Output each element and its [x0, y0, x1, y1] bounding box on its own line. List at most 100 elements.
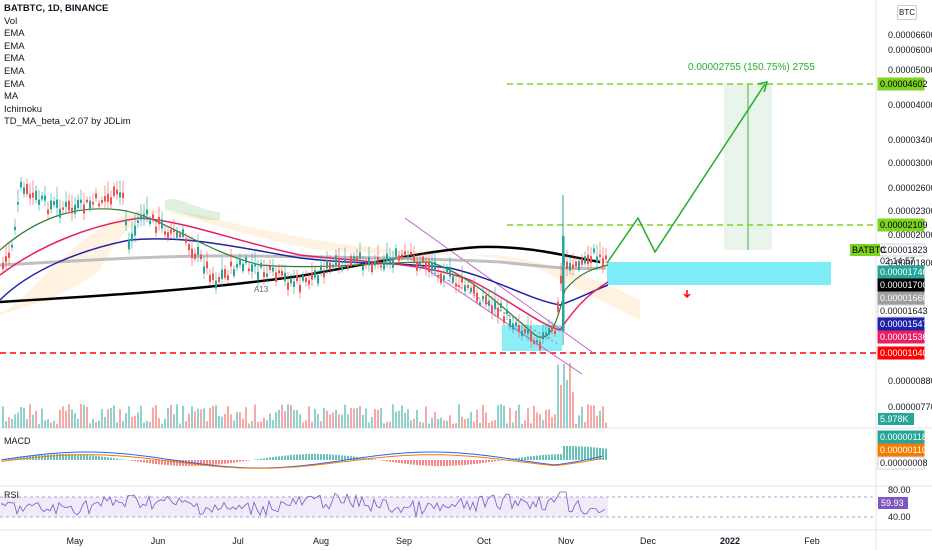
candle-body — [536, 340, 538, 343]
macd-histogram-bar — [485, 460, 487, 463]
candle-body — [209, 275, 211, 282]
candle-body — [131, 233, 133, 242]
macd-histogram-bar — [401, 460, 403, 464]
volume-bar — [437, 418, 439, 428]
volume-bar — [170, 404, 172, 428]
volume-bar — [215, 405, 217, 428]
candle-body — [353, 256, 355, 263]
volume-bar — [143, 422, 145, 428]
macd-histogram-bar — [392, 460, 394, 463]
candle-body — [575, 261, 577, 267]
macd-tag-label: 0.00000110 — [880, 445, 927, 455]
volume-bar — [5, 421, 7, 428]
price-tag — [877, 278, 925, 292]
macd-histogram-bar — [275, 456, 277, 460]
volume-bar — [149, 421, 151, 428]
legend-indicator[interactable]: EMA — [4, 53, 25, 65]
macd-histogram-bar — [545, 454, 547, 460]
candle-body — [530, 331, 532, 342]
candle-body — [368, 257, 370, 266]
price-tag — [877, 304, 925, 318]
macd-histogram-bar — [425, 460, 427, 466]
volume-bar — [8, 417, 10, 428]
macd-histogram-bar — [101, 456, 103, 460]
legend-indicator[interactable]: EMA — [4, 28, 25, 40]
macd-histogram-bar — [587, 446, 589, 460]
macd-histogram-bar — [119, 459, 121, 460]
volume-bar — [137, 412, 139, 428]
volume-bar — [401, 405, 403, 428]
volume-bar — [47, 419, 49, 428]
candle-body — [146, 209, 148, 215]
macd-histogram-bar — [419, 460, 421, 466]
legend-indicator[interactable]: EMA — [4, 40, 25, 52]
legend-indicator[interactable]: MA — [4, 91, 19, 103]
volume-bar — [131, 416, 133, 428]
macd-histogram-bar — [158, 460, 160, 465]
candle-body — [161, 219, 163, 229]
candle-body — [593, 248, 595, 253]
macd-histogram-bar — [281, 455, 283, 460]
rsi-pane-label[interactable]: RSI — [4, 490, 20, 500]
candle-body — [293, 281, 295, 288]
currency-button[interactable]: BTC — [897, 5, 917, 20]
macd-histogram-bar — [563, 446, 565, 460]
candle-body — [218, 277, 220, 283]
macd-histogram-bar — [443, 460, 445, 466]
macd-histogram-bar — [410, 460, 412, 465]
legend-indicator[interactable]: EMA — [4, 78, 25, 90]
macd-histogram-bar — [155, 460, 157, 465]
volume-bar — [335, 409, 337, 428]
macd-histogram-bar — [290, 455, 292, 460]
volume-bar — [200, 409, 202, 428]
candle-body — [356, 256, 358, 263]
volume-bar — [551, 417, 553, 428]
macd-tag — [877, 443, 925, 457]
macd-histogram-bar — [260, 458, 262, 460]
candle-body — [158, 216, 160, 225]
volume-bar — [473, 421, 475, 428]
candle-body — [308, 280, 310, 285]
candle-body — [539, 341, 541, 350]
candle-body — [185, 238, 187, 243]
volume-bar — [560, 384, 562, 428]
candle-body — [32, 192, 34, 198]
candle-body — [461, 278, 463, 283]
macd-histogram-bar — [170, 460, 172, 466]
legend-indicator[interactable]: Ichimoku — [4, 103, 43, 115]
y-axis-label: 0.00004000 — [888, 100, 932, 110]
macd-histogram-bar — [497, 460, 499, 461]
macd-pane-label[interactable]: MACD — [4, 436, 31, 446]
legend-indicator[interactable]: TD_MA_beta_v2.07 by JDLim — [4, 116, 131, 128]
volume-bar — [134, 415, 136, 428]
candle-body — [212, 273, 214, 281]
volume-bar — [140, 405, 142, 428]
volume-bar — [404, 412, 406, 428]
x-axis-label: 2022 — [720, 536, 740, 546]
candle-body — [464, 285, 466, 292]
macd-histogram-bar — [233, 460, 235, 463]
candle-body — [56, 199, 58, 208]
legend-indicator[interactable]: Vol — [4, 15, 18, 27]
candle-body — [68, 200, 70, 211]
candle-body — [344, 259, 346, 262]
volume-bar — [62, 406, 64, 428]
volume-bar — [341, 414, 343, 428]
volume-bar — [179, 423, 181, 428]
volume-bar — [290, 405, 292, 428]
candle-body — [434, 261, 436, 271]
volume-bar — [272, 419, 274, 428]
volume-bar — [377, 409, 379, 428]
macd-histogram-bar — [581, 446, 583, 460]
macd-histogram-bar — [59, 454, 61, 460]
rsi-axis-label: 80.00 — [888, 485, 911, 495]
macd-histogram-bar — [164, 460, 166, 465]
macd-histogram-bar — [95, 455, 97, 460]
volume-bar — [356, 408, 358, 428]
legend-indicator[interactable]: EMA — [4, 65, 25, 77]
volume-bar — [146, 420, 148, 428]
candle-body — [605, 255, 607, 260]
candle-body — [332, 264, 334, 268]
macd-histogram-bar — [416, 460, 418, 465]
